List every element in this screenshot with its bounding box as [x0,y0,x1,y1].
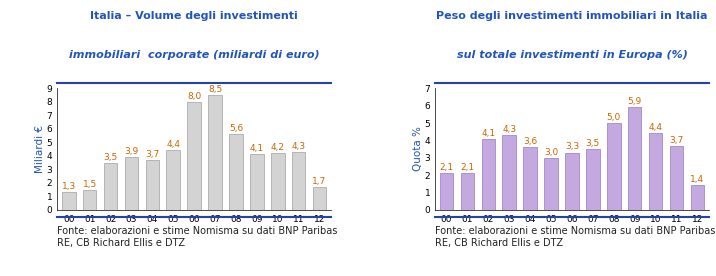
Text: 1,4: 1,4 [690,176,705,184]
Y-axis label: Quota %: Quota % [413,127,423,171]
Bar [229,134,243,210]
Bar [167,150,180,210]
Text: immobiliari  corporate (miliardi di euro): immobiliari corporate (miliardi di euro) [69,50,319,60]
Text: 4,4: 4,4 [166,140,180,149]
Text: 2,1: 2,1 [460,163,475,172]
Bar [503,135,516,210]
Text: Fonte: elaborazioni e stime Nomisma su dati BNP Paribas
RE, CB Richard Ellis e D: Fonte: elaborazioni e stime Nomisma su d… [435,226,715,248]
Text: 5,0: 5,0 [606,113,621,122]
Text: 4,3: 4,3 [291,142,306,151]
Bar [313,187,326,210]
Bar [271,153,284,210]
Bar [669,145,683,210]
Bar [208,95,222,210]
Text: 3,6: 3,6 [523,137,537,146]
Text: 1,5: 1,5 [82,180,97,189]
Bar [523,147,537,210]
Bar [565,153,579,210]
Bar [586,149,599,210]
Text: 3,3: 3,3 [565,142,579,152]
Text: 3,5: 3,5 [586,139,600,148]
Bar [690,185,704,210]
Text: Italia – Volume degli investimenti: Italia – Volume degli investimenti [90,11,298,21]
Text: sul totale investimenti in Europa (%): sul totale investimenti in Europa (%) [457,50,687,60]
Text: 5,9: 5,9 [627,97,642,106]
Bar [62,192,76,210]
Text: 3,0: 3,0 [544,148,558,157]
Text: 2,1: 2,1 [440,163,454,172]
Bar [482,139,495,210]
Y-axis label: Miliardi €: Miliardi € [35,125,45,173]
Bar [145,160,159,210]
Text: 4,4: 4,4 [649,123,662,132]
Text: 4,1: 4,1 [481,129,495,138]
Text: 1,7: 1,7 [312,177,326,186]
Text: 3,9: 3,9 [125,147,139,156]
Bar [188,102,201,210]
Bar [649,133,662,210]
Bar [440,173,453,210]
Text: 8,5: 8,5 [208,85,222,94]
Bar [250,155,263,210]
Text: 3,7: 3,7 [669,136,684,145]
Text: 1,3: 1,3 [62,182,76,191]
Bar [544,158,558,210]
Text: Peso degli investimenti immobiliari in Italia: Peso degli investimenti immobiliari in I… [436,11,707,21]
Text: 3,5: 3,5 [103,153,117,161]
Bar [104,163,117,210]
Bar [83,190,97,210]
Bar [460,173,474,210]
Text: 3,7: 3,7 [145,150,160,159]
Text: 8,0: 8,0 [187,92,201,101]
Bar [292,152,306,210]
Text: Fonte: elaborazioni e stime Nomisma su dati BNP Paribas
RE, CB Richard Ellis e D: Fonte: elaborazioni e stime Nomisma su d… [57,226,338,248]
Bar [125,157,138,210]
Bar [628,107,642,210]
Text: 4,3: 4,3 [502,125,516,134]
Text: 4,1: 4,1 [250,145,264,153]
Bar [607,123,621,210]
Text: 4,2: 4,2 [271,143,285,152]
Text: 5,6: 5,6 [229,124,243,133]
